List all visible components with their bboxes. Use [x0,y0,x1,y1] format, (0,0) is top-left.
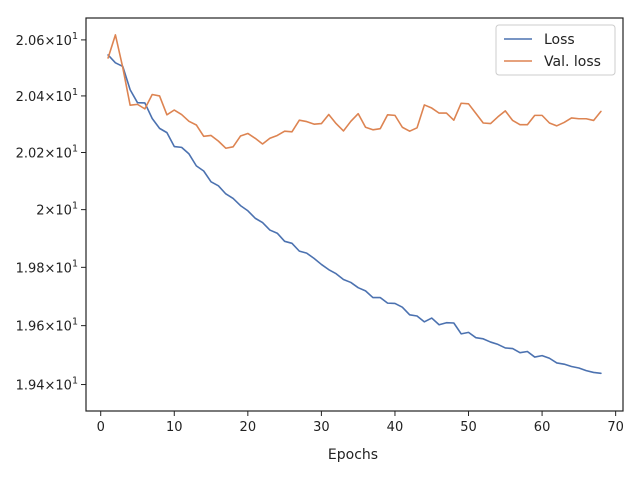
plot-frame [85,17,624,412]
x-tick-label: 50 [460,420,477,435]
series-layer [107,34,602,375]
x-tick-label: 10 [166,420,183,435]
y-tick-label: 2.02×101 [16,143,78,161]
x-tick-label: 0 [97,420,105,435]
x-axis-label: Epochs [328,447,378,463]
legend-box [495,24,616,76]
legend-label-loss: Loss [544,32,575,48]
x-tick-label: 30 [313,420,330,435]
y-tick-label: 1.98×101 [16,258,78,276]
y-tick-label: 2.04×101 [16,87,78,105]
x-axis: 0 10 20 30 40 50 60 70 [97,411,624,435]
x-tick-label: 70 [607,420,624,435]
y-tick-label: 2×101 [36,201,78,219]
y-tick-label: 1.96×101 [16,317,78,335]
x-tick-label: 60 [534,420,551,435]
x-tick-label: 40 [387,420,404,435]
legend: Loss Val. loss [495,24,616,76]
y-axis: 1.94×101 1.96×101 1.98×101 2×101 2.02×101 2.0… [16,31,86,394]
series-line-loss [107,54,602,375]
x-tick-label: 20 [240,420,257,435]
series-line-val-loss [107,34,602,150]
y-tick-label: 1.94×101 [16,376,78,394]
legend-label-val-loss: Val. loss [544,54,601,70]
plot-background [86,18,623,411]
y-tick-label: 2.06×101 [16,31,78,49]
